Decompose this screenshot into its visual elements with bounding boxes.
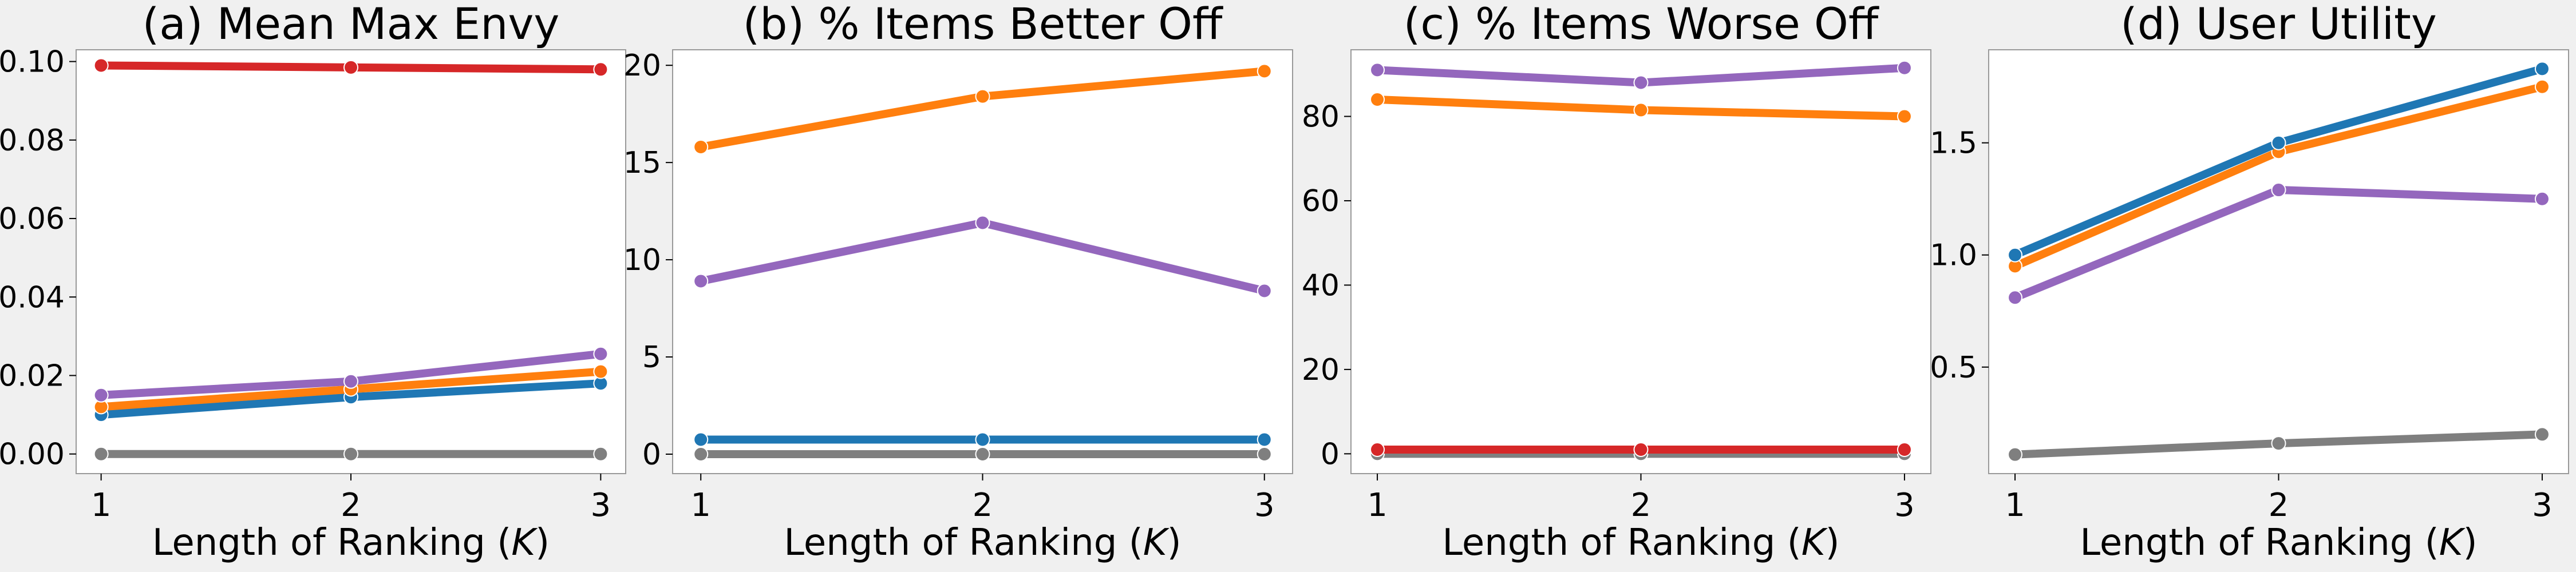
plot-area xyxy=(1350,49,1931,474)
data-point xyxy=(593,446,609,462)
data-point xyxy=(93,387,109,403)
data-point xyxy=(343,59,358,75)
data-point xyxy=(2008,447,2023,462)
x-tick-label: 1 xyxy=(91,487,112,524)
data-point xyxy=(1257,447,1272,462)
x-axis-label: Length of Ranking (K) xyxy=(2080,522,2477,564)
data-point xyxy=(93,446,109,462)
data-point xyxy=(1897,60,1912,76)
chart-title: (d) User Utility xyxy=(2120,0,2437,49)
x-tick-label: 1 xyxy=(1367,487,1388,524)
data-point xyxy=(693,139,709,154)
data-point xyxy=(1897,109,1912,124)
chart-title: (b) % Items Better Off xyxy=(743,0,1223,49)
x-tick-label: 2 xyxy=(973,487,993,524)
data-point xyxy=(693,273,709,289)
data-point xyxy=(1370,62,1385,78)
y-tick-label: 0.10 xyxy=(0,45,65,80)
data-point xyxy=(2008,247,2023,263)
chart-panel-2: (c) % Items Worse Off 0 20 40 60 80 1 2 3 Length … xyxy=(1302,0,1931,564)
data-point xyxy=(693,432,709,447)
plot-area xyxy=(672,49,1293,474)
data-point xyxy=(1370,442,1385,457)
y-tick-label: 0.02 xyxy=(0,359,65,393)
data-point xyxy=(593,364,609,379)
y-tick-label: 1.5 xyxy=(1930,126,1977,161)
x-axis-label: Length of Ranking (K) xyxy=(152,522,550,564)
y-tick-label: 1.0 xyxy=(1930,239,1977,273)
data-point xyxy=(2534,79,2550,94)
chart-title: (c) % Items Worse Off xyxy=(1404,0,1879,49)
x-tick-label: 2 xyxy=(341,487,361,524)
data-point xyxy=(1633,102,1649,118)
x-axis-label: Length of Ranking (K) xyxy=(1442,522,1839,564)
x-tick-label: 2 xyxy=(1631,487,1652,524)
x-tick-label: 3 xyxy=(1894,487,1915,524)
data-point xyxy=(975,215,990,231)
data-point xyxy=(1633,75,1649,90)
x-tick-label: 3 xyxy=(591,487,611,524)
data-point xyxy=(1897,442,1912,457)
data-point xyxy=(343,374,358,389)
y-tick-label: 80 xyxy=(1302,100,1340,134)
data-point xyxy=(2271,436,2286,451)
chart-panel-3: (d) User Utility 0.5 1.0 1.5 1 2 3 Length of Ra… xyxy=(1930,0,2569,564)
data-point xyxy=(1370,92,1385,108)
data-point xyxy=(1633,442,1649,457)
y-tick-label: 40 xyxy=(1302,268,1340,303)
data-point xyxy=(2534,61,2550,77)
y-tick-label: 0.06 xyxy=(0,202,65,236)
data-point xyxy=(1257,63,1272,79)
x-tick-label: 1 xyxy=(690,487,711,524)
data-point xyxy=(975,447,990,462)
y-tick-label: 15 xyxy=(623,146,661,180)
data-point xyxy=(1257,432,1272,447)
data-point xyxy=(93,58,109,73)
y-tick-label: 0 xyxy=(642,438,661,472)
y-tick-label: 20 xyxy=(1302,353,1340,387)
y-tick-label: 0.08 xyxy=(0,124,65,158)
chart-panel-1: (b) % Items Better Off 0 5 10 15 20 1 2 3 Length … xyxy=(623,0,1293,564)
data-point xyxy=(593,62,609,77)
y-tick-label: 60 xyxy=(1302,184,1340,219)
chart-panel-0: (a) Mean Max Envy 0.00 0.02 0.04 0.06 0.08 0.1… xyxy=(0,0,626,564)
y-tick-label: 10 xyxy=(623,243,661,277)
data-point xyxy=(2534,191,2550,206)
data-point xyxy=(593,346,609,362)
data-point xyxy=(2271,135,2286,150)
data-point xyxy=(975,432,990,447)
data-point xyxy=(1257,283,1272,299)
y-tick-label: 0.00 xyxy=(0,438,65,472)
y-tick-label: 0.5 xyxy=(1930,351,1977,385)
data-point xyxy=(2271,182,2286,198)
plot-area xyxy=(1988,49,2569,474)
y-tick-label: 20 xyxy=(623,49,661,83)
x-tick-label: 1 xyxy=(2005,487,2025,524)
y-tick-label: 0 xyxy=(1321,437,1340,471)
x-tick-label: 3 xyxy=(1254,487,1275,524)
x-axis-label: Length of Ranking (K) xyxy=(784,522,1181,564)
chart-title: (a) Mean Max Envy xyxy=(143,0,560,49)
x-tick-label: 3 xyxy=(2532,487,2553,524)
y-tick-label: 5 xyxy=(642,340,661,375)
data-point xyxy=(2534,427,2550,442)
y-tick-label: 0.04 xyxy=(0,280,65,315)
data-point xyxy=(2008,290,2023,305)
data-point xyxy=(975,89,990,104)
data-point xyxy=(343,446,358,462)
data-point xyxy=(693,447,709,462)
x-tick-label: 2 xyxy=(2269,487,2289,524)
